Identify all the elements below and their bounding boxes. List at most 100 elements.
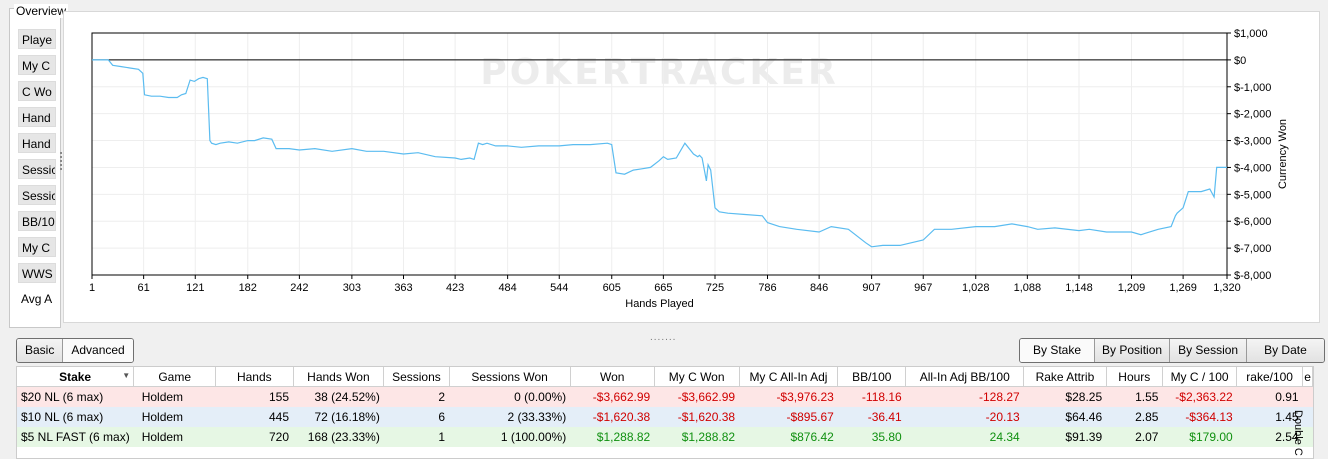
- cell-hands: 445: [215, 407, 293, 427]
- overview-item[interactable]: WWS: [18, 263, 56, 283]
- cell-all-in-adj-bb100: -128.27: [905, 386, 1024, 407]
- x-tick-label: 182: [239, 282, 257, 294]
- x-tick-label: 1,320: [1213, 282, 1241, 294]
- overview-title: Overview: [14, 4, 69, 18]
- by-position-button[interactable]: By Position: [1095, 339, 1171, 362]
- overview-item[interactable]: BB/10: [18, 211, 56, 231]
- cell-stake: $10 NL (6 max): [17, 407, 134, 427]
- column-header[interactable]: e: [1302, 367, 1313, 387]
- column-header[interactable]: My C Won: [654, 367, 740, 387]
- overview-item[interactable]: My C: [18, 237, 56, 257]
- overview-item[interactable]: Sessic: [18, 159, 56, 179]
- x-tick-label: 303: [343, 282, 361, 294]
- cell-stake: $20 NL (6 max): [17, 386, 134, 407]
- cell-stake: $5 NL FAST (6 max): [17, 427, 134, 447]
- cell-bb100: -118.16: [837, 386, 906, 407]
- column-header[interactable]: rake/100: [1236, 367, 1304, 387]
- cell-rake-attrib: $64.46: [1023, 407, 1107, 427]
- y-tick-label: $-7,000: [1234, 243, 1271, 255]
- overview-item[interactable]: Hand: [18, 133, 56, 153]
- x-tick-label: 544: [550, 282, 568, 294]
- x-tick-label: 846: [810, 282, 828, 294]
- table-row[interactable]: $20 NL (6 max) Holdem 155 38 (24.52%) 2 …: [17, 386, 1313, 407]
- cell-all-in-adj: $876.42: [739, 427, 838, 447]
- x-tick-label: 242: [290, 282, 308, 294]
- cell-rake-100: 1.45: [1236, 407, 1303, 427]
- x-tick-label: 907: [862, 282, 880, 294]
- x-tick-label: 1: [89, 282, 95, 294]
- advanced-tab-button[interactable]: Advanced: [63, 339, 133, 362]
- column-header[interactable]: Rake Attrib: [1023, 367, 1107, 387]
- overview-item[interactable]: My C: [18, 55, 56, 75]
- cell-game: Holdem: [133, 386, 216, 407]
- column-header[interactable]: Game: [133, 367, 217, 387]
- x-tick-label: 1,269: [1169, 282, 1197, 294]
- cell-my-c-won: -$1,620.38: [654, 407, 740, 427]
- x-tick-label: 1,209: [1118, 282, 1146, 294]
- table-row[interactable]: $10 NL (6 max) Holdem 445 72 (16.18%) 6 …: [17, 407, 1313, 427]
- column-header[interactable]: Hands Won: [293, 367, 385, 387]
- cell-hours: 2.07: [1106, 427, 1163, 447]
- chart-panel: POKERTRACKER 1 61 121 182 242 303 363 423 484 544 6…: [63, 11, 1320, 323]
- overview-item[interactable]: Avg A: [21, 292, 53, 306]
- cell-rake-100: 2.54: [1236, 427, 1303, 447]
- overview-item[interactable]: Sessic: [18, 185, 56, 205]
- cell-sessions: 1: [383, 427, 450, 447]
- column-header[interactable]: Sessions: [383, 367, 450, 387]
- column-header-stake[interactable]: Stake ▼: [17, 367, 135, 387]
- series-line: [92, 59, 1227, 248]
- grouping-toggle: By Stake By Position By Session By Date: [1019, 338, 1325, 363]
- x-tick-label: 484: [498, 282, 516, 294]
- side-label: Double C: [1292, 410, 1304, 456]
- y-tick-label: $-6,000: [1234, 216, 1271, 228]
- vertical-splitter[interactable]: [59, 150, 63, 180]
- basic-tab-button[interactable]: Basic: [17, 339, 64, 362]
- cell-hands-won: 38 (24.52%): [293, 386, 384, 407]
- x-tick-label: 967: [914, 282, 932, 294]
- by-session-button[interactable]: By Session: [1170, 339, 1248, 362]
- cell-all-in-adj: -$3,976.23: [739, 386, 838, 407]
- column-header[interactable]: Hands: [215, 367, 294, 387]
- x-tick-label: 1,148: [1065, 282, 1093, 294]
- cell-hands-won: 72 (16.18%): [293, 407, 384, 427]
- x-tick-label: 786: [758, 282, 776, 294]
- cell-my-c-100: -$364.13: [1162, 407, 1237, 427]
- x-tick-label: 363: [394, 282, 412, 294]
- table-header-row: Stake ▼ Game Hands Hands Won Sessions Ses…: [17, 367, 1313, 387]
- overview-item[interactable]: Playe: [18, 29, 56, 49]
- overview-item[interactable]: Hand: [18, 107, 56, 127]
- cell-sessions: 6: [383, 407, 450, 427]
- horizontal-splitter[interactable]: .......: [650, 332, 677, 343]
- stats-table: Stake ▼ Game Hands Hands Won Sessions Ses…: [16, 366, 1314, 459]
- cell-won: $1,288.82: [570, 427, 655, 447]
- x-tick-label: 665: [654, 282, 672, 294]
- column-header[interactable]: All-In Adj BB/100: [905, 367, 1025, 387]
- column-header[interactable]: My C / 100: [1162, 367, 1238, 387]
- cell-sessions: 2: [383, 386, 450, 407]
- column-header[interactable]: Won: [570, 367, 655, 387]
- cell-sessions-won: 1 (100.00%): [449, 427, 571, 447]
- overview-item[interactable]: C Wo: [18, 81, 56, 101]
- cell-my-c-won: -$3,662.99: [654, 386, 740, 407]
- cell-won: -$1,620.38: [570, 407, 655, 427]
- view-mode-toggle: Basic Advanced: [16, 338, 134, 363]
- cell-bb100: -36.41: [837, 407, 906, 427]
- x-tick-label: 725: [706, 282, 724, 294]
- column-header[interactable]: BB/100: [837, 367, 907, 387]
- column-header[interactable]: Hours: [1106, 367, 1163, 387]
- cell-all-in-adj-bb100: -20.13: [905, 407, 1024, 427]
- column-header[interactable]: My C All-In Adj: [739, 367, 839, 387]
- cell-all-in-adj-bb100: 24.34: [905, 427, 1024, 447]
- y-tick-label: $-5,000: [1234, 189, 1271, 201]
- cell-won: -$3,662.99: [570, 386, 655, 407]
- by-date-button[interactable]: By Date: [1247, 339, 1324, 362]
- cell-sessions-won: 0 (0.00%): [449, 386, 571, 407]
- by-stake-button[interactable]: By Stake: [1020, 339, 1096, 362]
- column-header[interactable]: Sessions Won: [449, 367, 571, 387]
- cell-rake-100: 0.91: [1236, 386, 1303, 407]
- y-axis-label: Currency Won: [1277, 119, 1289, 189]
- cell-hours: 1.55: [1106, 386, 1163, 407]
- cell-hands: 155: [215, 386, 293, 407]
- watermark-logo: POKERTRACKER: [480, 52, 838, 93]
- table-row[interactable]: $5 NL FAST (6 max) Holdem 720 168 (23.33…: [17, 427, 1313, 447]
